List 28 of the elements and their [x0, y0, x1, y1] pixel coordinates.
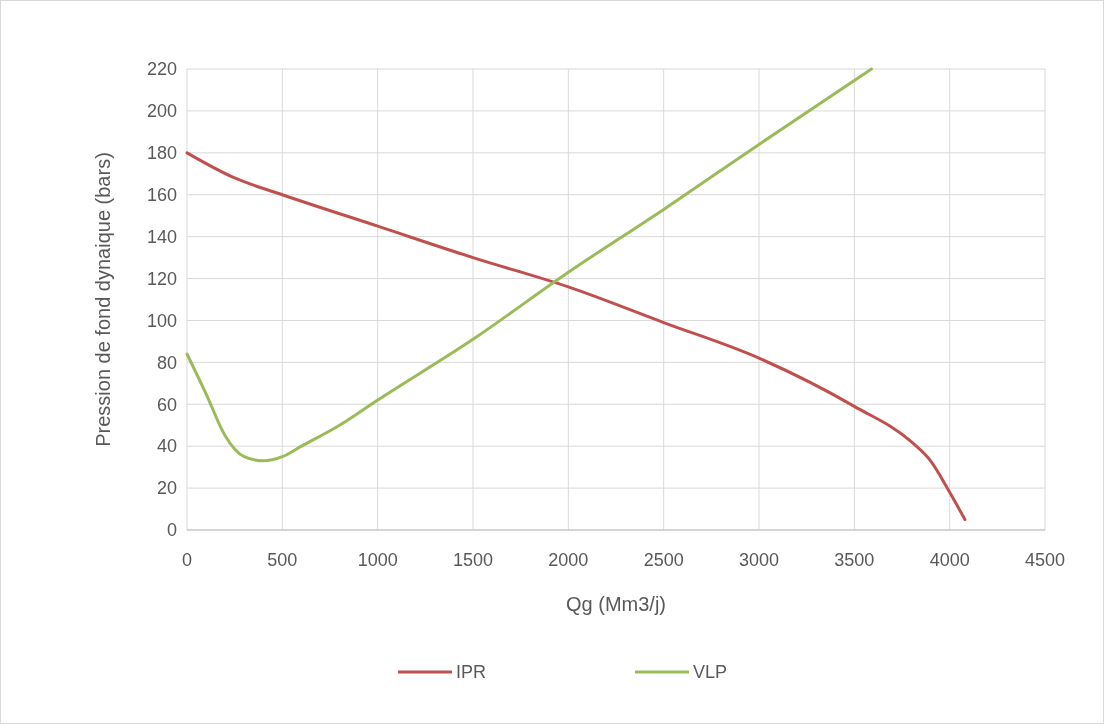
- legend-label: IPR: [456, 662, 487, 683]
- line-series: [185, 67, 873, 463]
- y-tick-label: 200: [146, 101, 177, 122]
- y-tick-label: 160: [146, 185, 177, 206]
- x-tick-label: 2500: [643, 550, 684, 570]
- x-tick-label: 3500: [834, 550, 875, 570]
- y-tick-label: 140: [146, 226, 177, 247]
- y-tick-label: 80: [156, 352, 177, 373]
- x-tick-label: 4000: [929, 550, 970, 570]
- y-tick-label: 40: [156, 436, 177, 457]
- x-tick-label: 0: [181, 550, 193, 570]
- y-tick-label: 0: [166, 520, 177, 541]
- legend-label: VLP: [693, 662, 728, 683]
- x-tick-label: 4500: [1024, 550, 1066, 570]
- y-tick-label: 20: [156, 478, 177, 499]
- y-tick-label: 60: [156, 394, 177, 415]
- y-tick-label: 120: [146, 268, 177, 289]
- y-tick-label: 180: [146, 143, 177, 164]
- y-tick-label: 220: [146, 59, 177, 80]
- x-tick-label: 3000: [738, 550, 780, 570]
- x-tick-label: 1000: [357, 550, 398, 570]
- y-tick-label: 100: [146, 310, 177, 331]
- x-tick-label: 500: [267, 550, 298, 570]
- line-series: [185, 151, 967, 522]
- x-tick-label: 2000: [548, 550, 589, 570]
- x-tick-label: 1500: [452, 550, 494, 570]
- x-axis-title: Qg (Mm3/j): [566, 593, 666, 615]
- y-axis-title: Pression de fond dynaique (bars): [92, 152, 114, 447]
